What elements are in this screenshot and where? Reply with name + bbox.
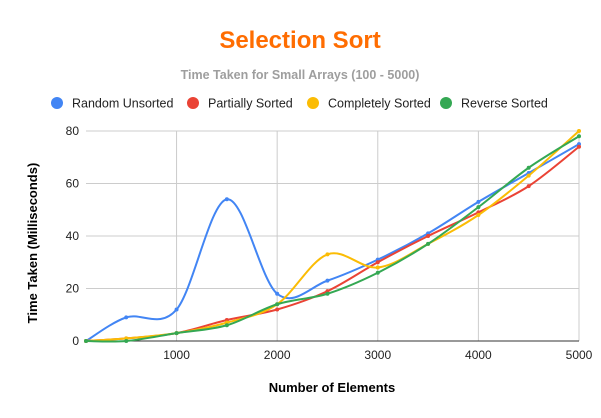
x-tick-label: 1000 — [163, 348, 190, 362]
data-point-completely-sorted — [325, 252, 330, 257]
chart-title: Selection Sort — [219, 27, 380, 54]
x-tick-label: 5000 — [566, 348, 593, 362]
x-tick-label: 3000 — [364, 348, 391, 362]
data-point-completely-sorted — [375, 265, 380, 270]
y-tick-label: 0 — [72, 334, 79, 348]
data-point-partially-sorted — [577, 144, 581, 149]
y-tick-label: 80 — [66, 124, 80, 138]
series-line-reverse-sorted — [85, 135, 580, 343]
y-tick-label: 40 — [66, 229, 80, 243]
legend-item-completely-sorted: Completely Sorted — [307, 97, 431, 111]
y-tick-label: 20 — [66, 282, 80, 296]
legend-marker — [440, 97, 452, 109]
legend-marker — [307, 97, 319, 109]
legend-item-random-unsorted: Random Unsorted — [51, 97, 173, 111]
x-axis-title: Number of Elements — [269, 380, 395, 395]
chart-subtitle: Time Taken for Small Arrays (100 - 5000) — [181, 68, 420, 82]
data-point-reverse-sorted — [124, 339, 129, 343]
data-point-partially-sorted — [426, 234, 431, 238]
data-point-random-unsorted — [275, 291, 280, 296]
legend: Random Unsorted Partially Sorted Completel… — [51, 97, 548, 111]
data-point-reverse-sorted — [84, 339, 88, 343]
legend-item-reverse-sorted: Reverse Sorted — [440, 97, 548, 111]
x-tick-label: 2000 — [264, 348, 291, 362]
legend-item-partially-sorted: Partially Sorted — [187, 97, 293, 111]
legend-label: Partially Sorted — [208, 97, 293, 111]
data-point-partially-sorted — [375, 260, 380, 265]
data-point-partially-sorted — [275, 307, 280, 312]
data-point-completely-sorted — [476, 213, 481, 217]
data-point-random-unsorted — [325, 278, 330, 283]
data-point-reverse-sorted — [275, 302, 280, 307]
data-point-reverse-sorted — [375, 270, 380, 275]
grid — [86, 130, 580, 341]
data-point-completely-sorted — [526, 173, 531, 178]
legend-label: Random Unsorted — [72, 97, 173, 111]
series-layer — [84, 129, 581, 343]
data-point-reverse-sorted — [224, 323, 229, 328]
data-point-reverse-sorted — [526, 165, 531, 170]
data-point-random-unsorted — [124, 315, 129, 320]
series-line-partially-sorted — [85, 145, 580, 342]
series-line-random-unsorted — [85, 143, 580, 342]
x-tick-label: 4000 — [465, 348, 492, 362]
y-axis-title: Time Taken (Milliseconds) — [25, 163, 40, 324]
data-point-completely-sorted — [577, 129, 581, 133]
data-point-random-unsorted — [476, 199, 481, 204]
legend-label: Completely Sorted — [328, 97, 431, 111]
data-point-reverse-sorted — [426, 241, 431, 246]
data-point-reverse-sorted — [325, 291, 330, 296]
data-point-random-unsorted — [224, 197, 229, 202]
data-point-reverse-sorted — [476, 205, 481, 210]
legend-marker — [51, 97, 63, 109]
tick-labels: 0 20 40 60 80 1000 2000 3000 4000 5000 — [66, 124, 593, 362]
y-tick-label: 60 — [66, 177, 80, 191]
data-point-reverse-sorted — [174, 331, 179, 336]
legend-marker — [187, 97, 199, 109]
data-point-partially-sorted — [526, 184, 531, 189]
legend-label: Reverse Sorted — [461, 97, 548, 111]
data-point-reverse-sorted — [577, 134, 581, 139]
data-point-random-unsorted — [174, 307, 179, 312]
